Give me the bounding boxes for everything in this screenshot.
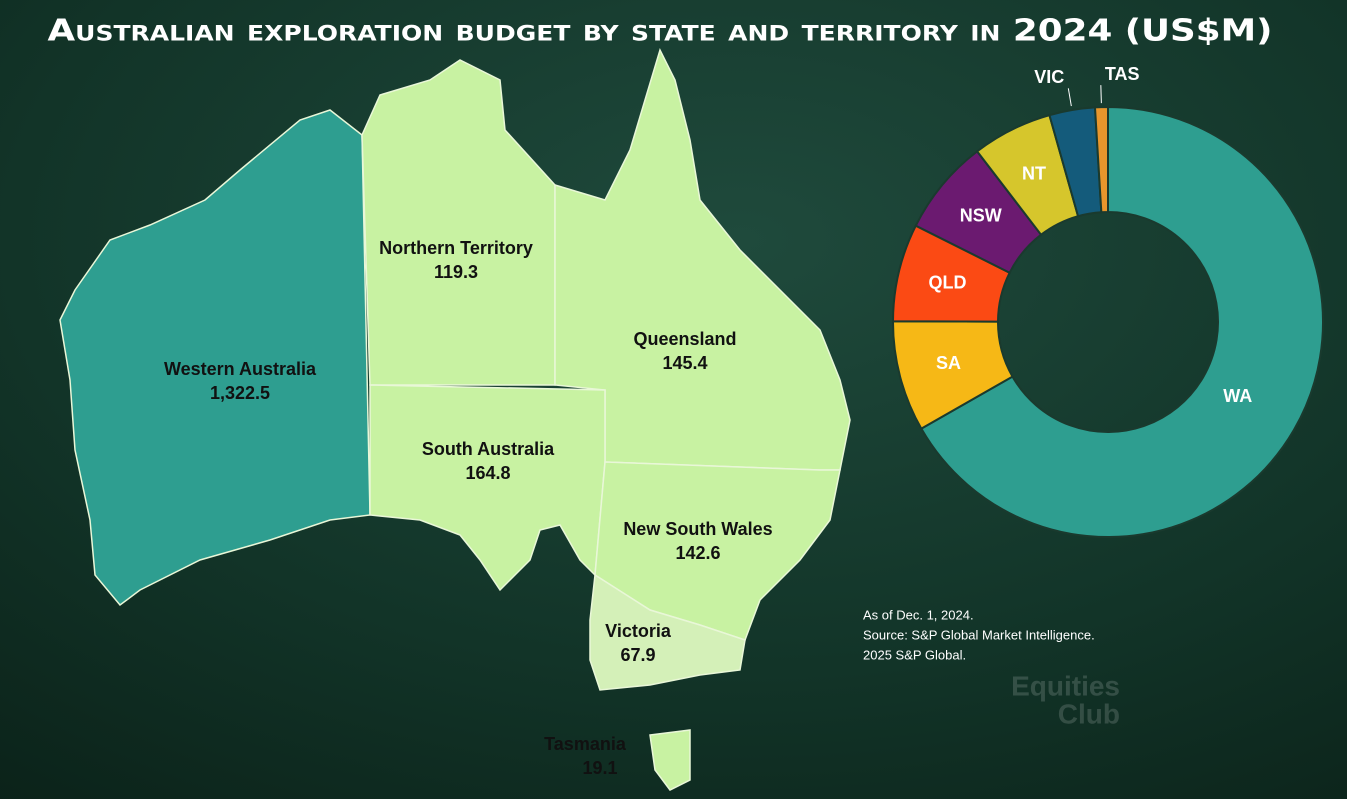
state-name: Western Australia [164,359,317,379]
leader-line [1067,88,1072,107]
note: As of Dec. 1, 2024. [863,607,974,622]
state-shape [649,729,691,791]
slice-label: SA [936,353,961,373]
state-name: Victoria [605,621,672,641]
map-labels: Western Australia 1,322.5 South Australia 1… [164,238,773,778]
state-name: Tasmania [544,734,627,754]
state-value: 119.3 [434,262,478,282]
donut-slice [1093,105,1109,214]
state-name: South Australia [422,439,555,459]
map [59,47,851,791]
state-value: 19.1 [582,758,617,778]
state-name: Northern Territory [379,238,533,258]
leader-line [1100,85,1102,104]
watermark: Club [1058,698,1120,729]
donut: WA SA QLD NSW NT VIC TAS [891,64,1324,538]
state-value: 142.6 [675,543,720,563]
chart-title: Australian exploration budget by state a… [48,14,1273,49]
state-shape [59,109,371,607]
notes: As of Dec. 1, 2024. Source: S&P Global M… [863,607,1095,662]
slice-label: WA [1223,386,1252,406]
note: 2025 S&P Global. [863,647,966,662]
state-value: 164.8 [465,463,510,483]
state-shape [589,573,746,691]
state-name: Queensland [633,329,736,349]
slice-label: VIC [1034,67,1064,87]
slice-label: NT [1022,163,1046,183]
state-value: 145.4 [662,353,707,373]
state-shape [361,59,556,386]
donut-slice [919,105,1324,538]
slice-label: QLD [928,272,966,292]
state-value: 1,322.5 [210,383,270,403]
note: Source: S&P Global Market Intelligence. [863,627,1095,642]
slice-label: NSW [960,206,1002,226]
state-name: New South Wales [623,519,772,539]
watermark: Equities [1011,670,1120,701]
state-value: 67.9 [620,645,655,665]
slice-label: TAS [1105,64,1140,84]
